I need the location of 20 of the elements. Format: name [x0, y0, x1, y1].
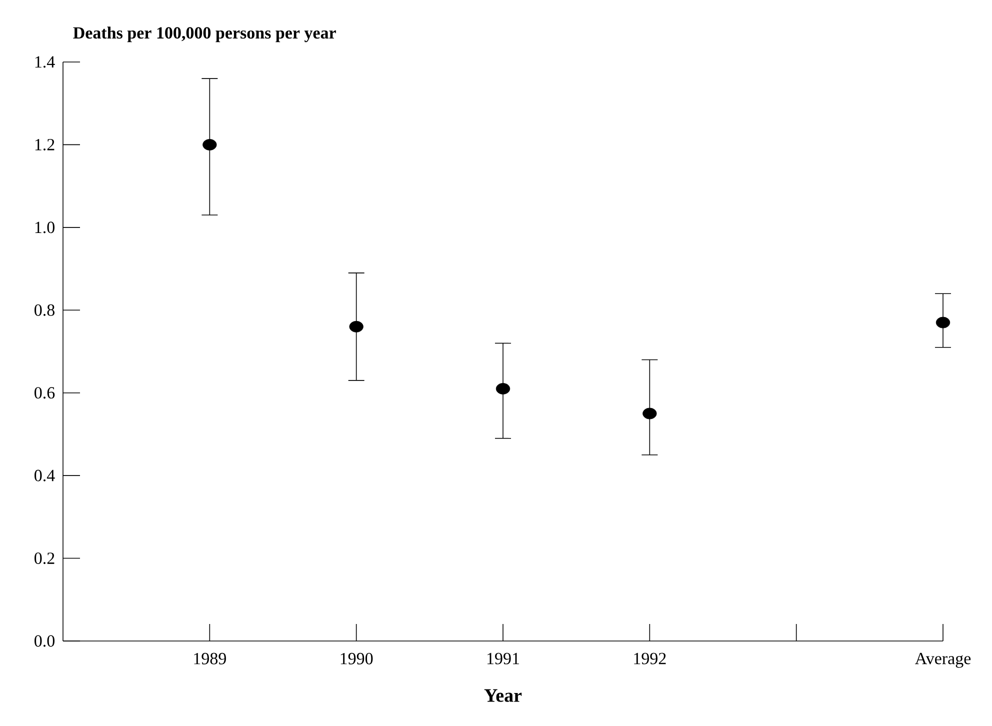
- point: [202, 139, 217, 150]
- x-tick-label: 1992: [634, 652, 666, 664]
- x-tick-label: 1991: [488, 652, 519, 664]
- y-tick-label: 1.0: [35, 222, 54, 234]
- y-tick-label: 0.6: [34, 387, 55, 399]
- point: [642, 408, 657, 420]
- x-tick-label: 1989: [194, 652, 226, 664]
- y-axis-title: Deaths per 100,000 persons per year: [73, 26, 336, 42]
- x-tick-label: Average: [915, 652, 971, 668]
- y-tick-label: 0.8: [34, 304, 54, 316]
- x-axis-title: Year: [484, 689, 522, 702]
- point: [496, 383, 510, 394]
- point: [936, 316, 950, 328]
- y-tick-label: 0.0: [34, 635, 54, 647]
- y-tick-label: 1.4: [35, 56, 55, 68]
- y-tick-label: 1.2: [35, 138, 54, 150]
- y-tick-label: 0.4: [34, 470, 55, 482]
- point: [349, 320, 364, 332]
- y-tick-label: 0.2: [34, 552, 54, 564]
- x-tick-label: 1990: [340, 652, 373, 664]
